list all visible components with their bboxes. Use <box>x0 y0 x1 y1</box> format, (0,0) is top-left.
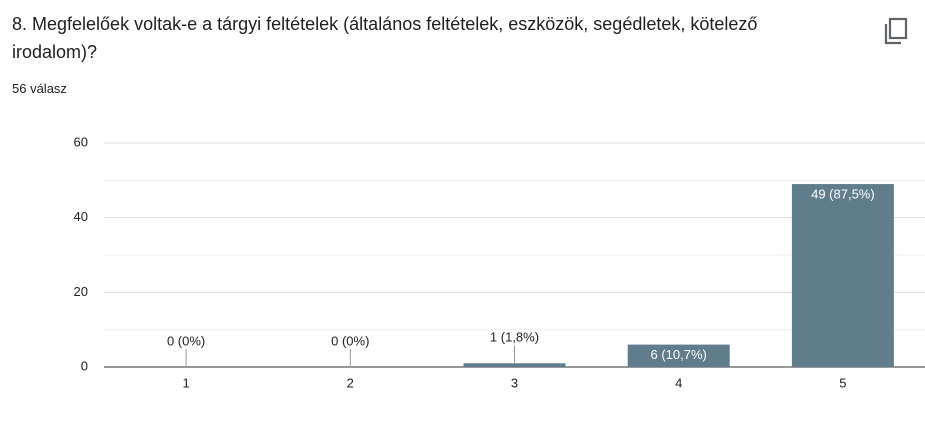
x-tick-label: 3 <box>511 375 518 390</box>
value-label: 49 (87,5%) <box>811 187 875 202</box>
bar <box>627 344 730 367</box>
value-label: 6 (10,7%) <box>651 347 707 362</box>
x-tick-label: 5 <box>839 375 846 390</box>
value-label: 1 (1,8%) <box>490 330 539 345</box>
question-title: 8. Megfelelőek voltak-e a tárgyi feltéte… <box>12 14 758 62</box>
x-tick-label: 1 <box>182 375 189 390</box>
bar <box>463 363 566 367</box>
copy-icon[interactable] <box>882 16 910 46</box>
bar <box>791 184 894 367</box>
response-count: 56 válasz <box>12 81 67 96</box>
y-tick-label: 20 <box>74 284 88 299</box>
y-tick-label: 0 <box>81 358 88 373</box>
value-label: 0 (0%) <box>167 333 205 348</box>
y-tick-label: 60 <box>74 134 88 149</box>
x-tick-label: 4 <box>675 375 682 390</box>
x-tick-label: 2 <box>347 375 354 390</box>
y-tick-label: 40 <box>74 209 88 224</box>
value-label: 0 (0%) <box>331 333 369 348</box>
